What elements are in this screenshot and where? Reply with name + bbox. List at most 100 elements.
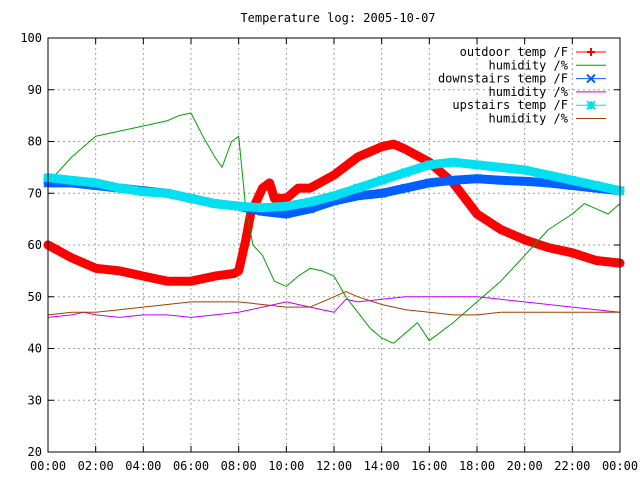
y-tick-label: 90 bbox=[28, 83, 42, 97]
data-point bbox=[306, 184, 315, 193]
legend-marker-4 bbox=[586, 100, 596, 110]
data-point bbox=[353, 183, 363, 193]
x-tick-label: 14:00 bbox=[364, 459, 400, 473]
data-point bbox=[424, 160, 435, 170]
data-point bbox=[258, 184, 267, 193]
data-point bbox=[139, 272, 148, 281]
data-point bbox=[473, 209, 481, 218]
data-point bbox=[210, 272, 219, 281]
y-tick-label: 60 bbox=[28, 238, 42, 252]
x-tick-label: 04:00 bbox=[125, 459, 161, 473]
legend-label-3: humidity /% bbox=[489, 85, 569, 99]
data-point bbox=[91, 264, 100, 273]
data-point bbox=[186, 193, 196, 204]
data-point bbox=[586, 100, 596, 110]
axes: 20 30 40 50 60 70 80 90 100 00:00 02:00 04:00 06:00 0… bbox=[20, 31, 638, 473]
legend-label-2: downstairs temp /F bbox=[438, 72, 568, 86]
legend-label-4: upstairs temp /F bbox=[452, 98, 568, 112]
series-line-5 bbox=[47, 291, 621, 316]
x-tick-label: 02:00 bbox=[78, 459, 114, 473]
legend-label-0: outdoor temp /F bbox=[460, 45, 568, 59]
data-point bbox=[270, 194, 279, 203]
data-point bbox=[544, 243, 553, 252]
data-point bbox=[210, 198, 220, 209]
data-point bbox=[567, 175, 578, 186]
data-point bbox=[282, 194, 291, 203]
legend-label-5: humidity /% bbox=[489, 112, 569, 126]
x-tick-label: 00:00 bbox=[30, 459, 66, 473]
x-tick-label: 20:00 bbox=[507, 459, 543, 473]
data-point bbox=[519, 176, 530, 187]
data-point bbox=[90, 178, 101, 188]
series-layer bbox=[43, 112, 625, 344]
data-point bbox=[294, 184, 303, 193]
x-tick-label: 22:00 bbox=[554, 459, 590, 473]
data-point bbox=[376, 188, 387, 198]
data-point bbox=[187, 277, 195, 286]
data-point bbox=[400, 183, 411, 193]
x-tick-label: 06:00 bbox=[173, 459, 209, 473]
data-point bbox=[330, 171, 338, 180]
x-tick-label: 18:00 bbox=[459, 459, 495, 473]
data-point bbox=[587, 48, 595, 56]
y-tick-label: 50 bbox=[28, 290, 42, 304]
legend-marker-0 bbox=[587, 48, 595, 56]
series-line-1 bbox=[47, 112, 621, 344]
data-point bbox=[389, 140, 398, 149]
data-point bbox=[377, 142, 386, 151]
data-point bbox=[568, 248, 577, 257]
data-point bbox=[114, 183, 125, 193]
data-point bbox=[543, 170, 554, 180]
data-point bbox=[496, 175, 506, 186]
data-point bbox=[67, 175, 77, 186]
chart-title: Temperature log: 2005-10-07 bbox=[240, 11, 435, 25]
data-point bbox=[281, 201, 292, 211]
data-point bbox=[520, 235, 529, 244]
x-tick-label: 12:00 bbox=[316, 459, 352, 473]
y-tick-label: 20 bbox=[28, 445, 42, 459]
data-point bbox=[591, 180, 601, 191]
data-point bbox=[376, 175, 387, 186]
x-tick-label: 08:00 bbox=[221, 459, 257, 473]
data-point bbox=[448, 157, 458, 167]
data-point bbox=[472, 160, 482, 170]
data-point bbox=[241, 235, 250, 244]
data-point bbox=[586, 73, 596, 84]
data-point bbox=[257, 203, 268, 213]
data-point bbox=[305, 197, 315, 207]
data-point bbox=[448, 175, 458, 186]
data-point bbox=[496, 225, 505, 234]
legend-marker-2 bbox=[586, 73, 596, 84]
data-point bbox=[519, 165, 530, 175]
data-point bbox=[400, 167, 411, 178]
data-point bbox=[163, 277, 172, 286]
y-tick-label: 30 bbox=[28, 393, 42, 407]
data-point bbox=[592, 256, 601, 265]
data-point bbox=[353, 153, 362, 162]
data-point bbox=[234, 266, 243, 275]
plot-frame bbox=[47, 37, 621, 453]
data-point bbox=[67, 253, 76, 262]
x-tick-label: 00:00 bbox=[602, 459, 638, 473]
legend-label-1: humidity /% bbox=[489, 58, 569, 72]
data-point bbox=[233, 201, 244, 211]
y-tick-label: 70 bbox=[28, 186, 42, 200]
data-point bbox=[229, 269, 238, 278]
data-point bbox=[265, 178, 274, 187]
data-point bbox=[496, 162, 506, 173]
data-point bbox=[138, 186, 149, 197]
series-line-3 bbox=[47, 296, 621, 318]
x-tick-label: 16:00 bbox=[411, 459, 447, 473]
data-point bbox=[424, 178, 435, 188]
data-point bbox=[115, 266, 124, 275]
data-point bbox=[162, 188, 172, 198]
y-tick-label: 40 bbox=[28, 342, 42, 356]
x-tick-label: 10:00 bbox=[268, 459, 304, 473]
y-tick-label: 80 bbox=[28, 135, 42, 149]
y-tick-label: 100 bbox=[20, 31, 42, 45]
data-point bbox=[281, 209, 292, 219]
data-point bbox=[329, 191, 339, 201]
data-point bbox=[401, 145, 410, 154]
